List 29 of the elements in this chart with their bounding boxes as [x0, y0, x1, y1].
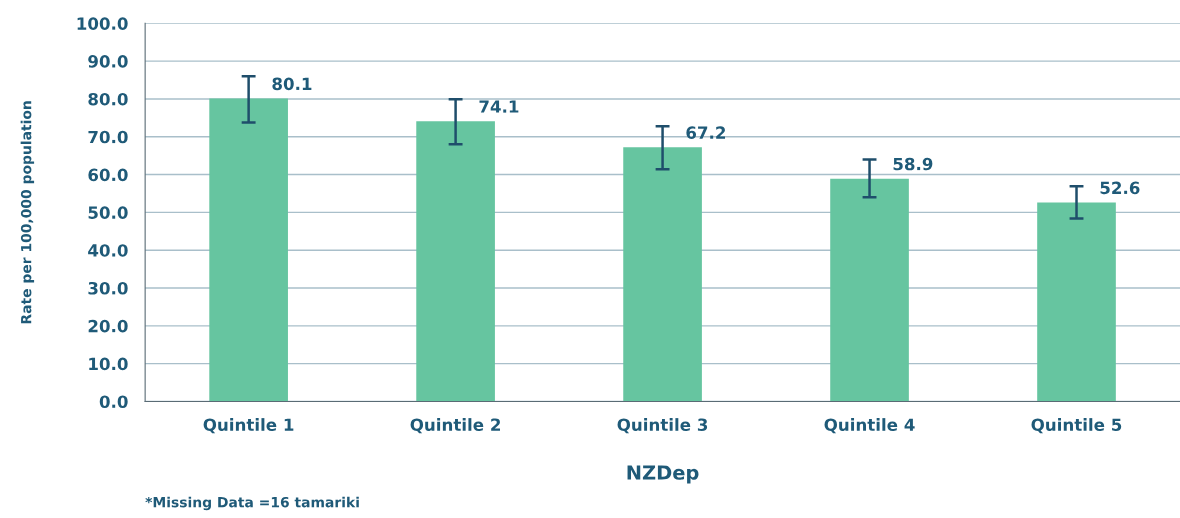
bar	[209, 98, 288, 402]
text: *Missing Data =16 tamariki	[145, 496, 359, 511]
y-tick-label: 0.0	[99, 395, 128, 409]
x-tick-label: Quintile 1	[203, 418, 294, 434]
y-tick-label: 100.0	[77, 17, 128, 30]
x-axis-title: NZDep	[627, 465, 699, 484]
data-label: 58.9	[893, 157, 933, 171]
x-tick-label: Quintile 3	[617, 418, 708, 434]
data-label: 80.1	[272, 77, 312, 91]
y-tick-label: 40.0	[88, 244, 128, 257]
y-tick-label: 60.0	[88, 168, 128, 182]
y-tick-label: 30.0	[88, 281, 128, 295]
bar	[830, 178, 909, 402]
bar	[1037, 202, 1116, 402]
y-tick-label: 70.0	[88, 130, 128, 144]
data-label: 52.6	[1100, 181, 1140, 195]
y-axis-title: Rate per 100,000 population	[20, 101, 35, 324]
data-label: 74.1	[479, 100, 519, 113]
y-tick-label: 50.0	[88, 206, 128, 219]
y-tick-label: 90.0	[88, 55, 128, 68]
y-tick-label: 10.0	[89, 357, 128, 371]
bar	[623, 147, 702, 402]
x-tick-label: Quintile 4	[824, 418, 915, 434]
data-label: 67.2	[686, 126, 726, 139]
y-tick-label: 80.0	[88, 92, 128, 106]
bar	[416, 121, 495, 402]
x-tick-label: Quintile 2	[410, 418, 500, 434]
x-tick-label: Quintile 5	[1031, 418, 1122, 434]
y-tick-label: 20.0	[88, 319, 128, 333]
